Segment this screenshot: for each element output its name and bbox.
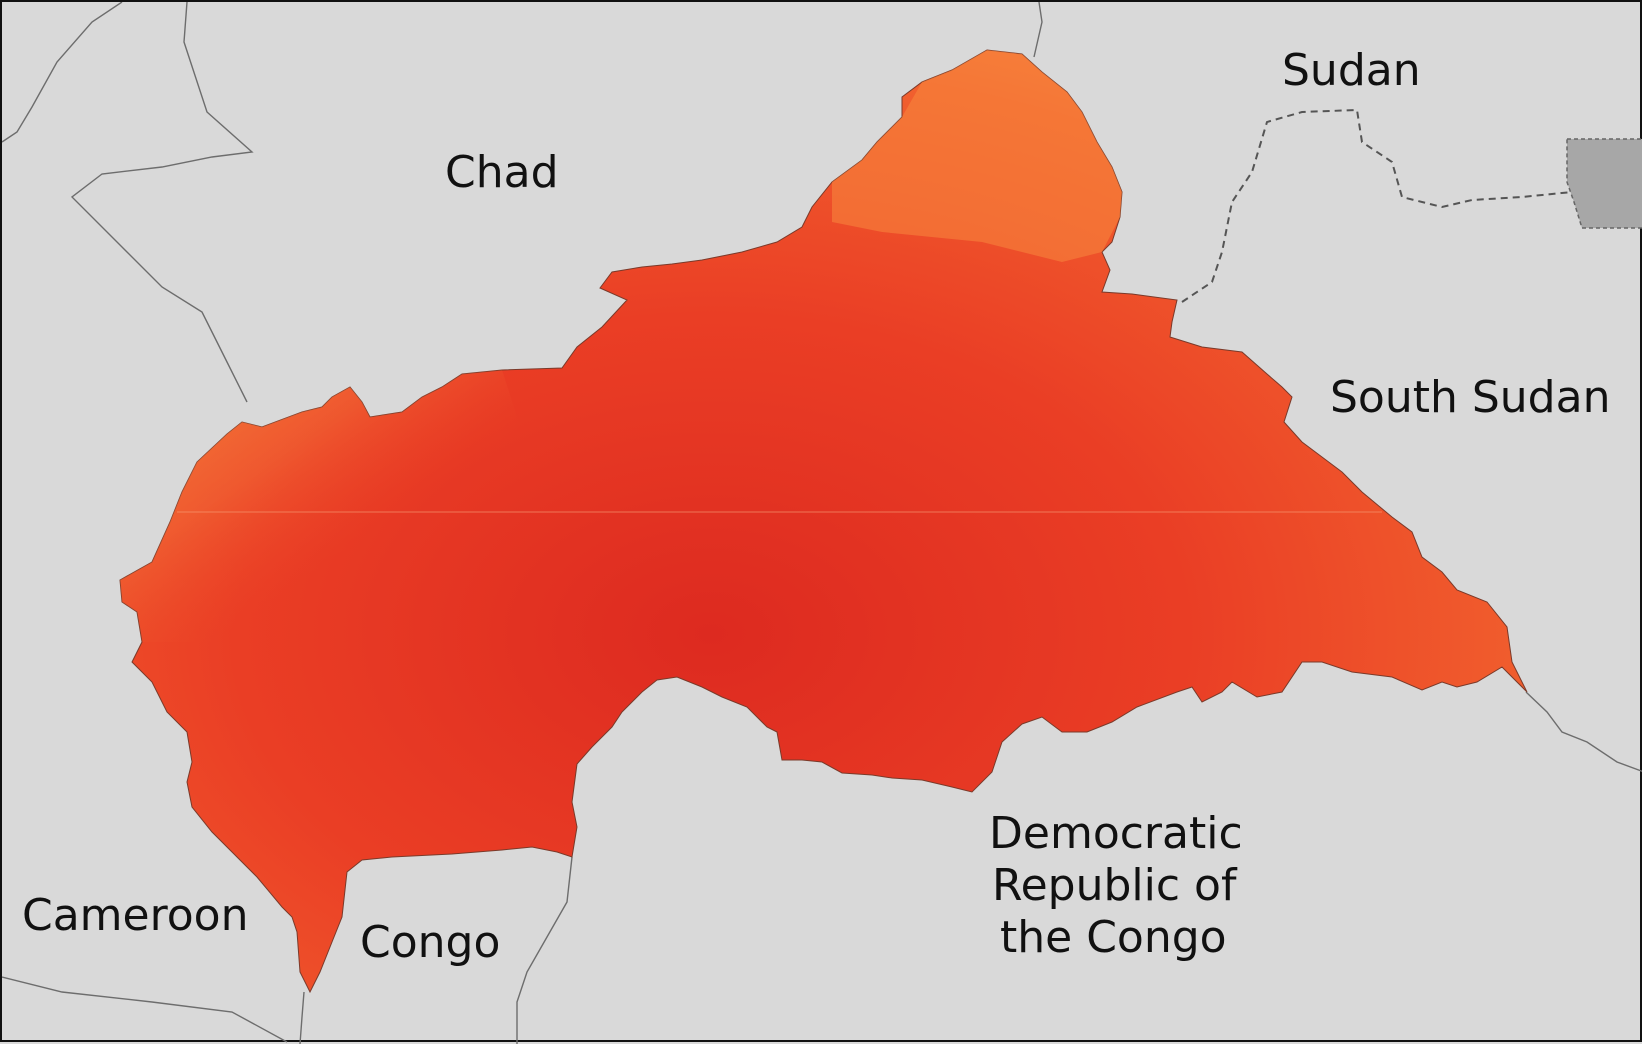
border-chad-sudan bbox=[1033, 2, 1043, 58]
border-chad-cameroon-north bbox=[70, 2, 254, 403]
highlighted-country-west-glow bbox=[120, 370, 522, 652]
label-cameroon: Cameroon bbox=[22, 890, 248, 941]
inset-region-shape bbox=[1566, 138, 1642, 229]
label-drc-line-2: Republic of bbox=[992, 860, 1238, 911]
border-congo-south bbox=[299, 991, 305, 1044]
border-drc-south-sudan bbox=[1525, 691, 1642, 773]
label-drc-line-3: the Congo bbox=[1000, 912, 1227, 963]
label-sudan: Sudan bbox=[1282, 45, 1421, 96]
border-cameroon-congo bbox=[2, 976, 288, 1043]
label-congo: Congo bbox=[360, 917, 500, 968]
border-west-edge bbox=[2, 2, 123, 143]
label-chad: Chad bbox=[445, 147, 559, 198]
highlighted-country bbox=[119, 49, 1528, 994]
highlighted-country-shape bbox=[119, 49, 1528, 994]
border-disputed-sudan bbox=[1181, 108, 1573, 303]
highlighted-country-north-glow bbox=[832, 50, 1122, 262]
border-congo-drc bbox=[516, 856, 573, 1044]
label-drc-line-1: Democratic bbox=[989, 808, 1243, 859]
label-south-sudan: South Sudan bbox=[1330, 372, 1610, 423]
